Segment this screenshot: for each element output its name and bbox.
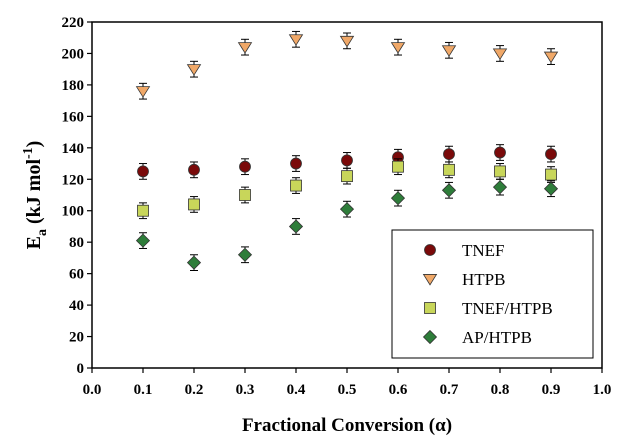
y-tick-label: 100 — [62, 204, 85, 220]
data-point — [492, 48, 508, 61]
y-tick-label: 120 — [62, 172, 85, 188]
y-tick-label: 60 — [69, 267, 84, 283]
x-tick-label: 1.0 — [593, 382, 612, 398]
y-tick-label: 220 — [62, 15, 85, 31]
series-htpb — [135, 30, 559, 100]
legend-marker — [422, 274, 438, 286]
y-axis-title-close: ) — [23, 141, 45, 148]
legend-entries: TNEF HTPB TNEF/HTPB AP/HTPB — [422, 241, 553, 347]
data-point — [392, 160, 404, 173]
data-point — [188, 198, 200, 211]
data-point — [237, 42, 253, 54]
y-tick-label: 80 — [69, 235, 84, 251]
y-tick-label: 20 — [69, 330, 84, 346]
legend: TNEF HTPB TNEF/HTPB AP/HTPB — [391, 229, 594, 359]
data-point — [237, 247, 253, 262]
x-tick-label: 0.6 — [389, 382, 408, 398]
x-tick-label: 0.9 — [542, 382, 561, 398]
legend-marker — [422, 329, 438, 345]
data-point — [543, 181, 559, 196]
y-axis-title: Ea (kJ mol-1) — [21, 141, 50, 250]
data-point — [341, 170, 353, 183]
legend-marker — [424, 302, 436, 314]
y-axis-title-sup: -1 — [21, 147, 36, 159]
data-point — [494, 165, 506, 178]
legend-label: HTPB — [462, 270, 505, 289]
y-tick-label: 200 — [62, 46, 85, 62]
data-point — [186, 255, 202, 270]
y-tick-label: 0 — [77, 361, 85, 377]
series-layer — [135, 30, 559, 271]
data-point — [545, 168, 557, 181]
y-tick-label: 140 — [62, 141, 85, 157]
x-tick-label: 0.0 — [83, 382, 102, 398]
y-axis-ticks: 0 20 40 60 80 100 120 140 160 180 200 220 — [62, 15, 92, 377]
y-tick-label: 40 — [69, 298, 84, 314]
legend-label: TNEF — [462, 241, 505, 260]
data-point — [443, 163, 455, 176]
legend-marker — [424, 244, 436, 256]
data-point — [288, 34, 304, 46]
x-axis-title: Fractional Conversion (α) — [242, 415, 452, 436]
data-point — [135, 86, 151, 98]
series-tnef-htpb — [137, 158, 557, 220]
data-point — [239, 160, 251, 173]
x-tick-label: 0.5 — [338, 382, 357, 398]
data-point — [290, 157, 302, 170]
x-tick-label: 0.8 — [491, 382, 510, 398]
data-point — [188, 163, 200, 176]
data-point — [341, 154, 353, 167]
legend-label: AP/HTPB — [462, 328, 532, 347]
data-point — [339, 202, 355, 217]
data-point — [543, 51, 559, 64]
data-point — [545, 148, 557, 161]
series-ap-htpb — [135, 178, 559, 271]
data-point — [441, 183, 457, 198]
data-point — [288, 219, 304, 234]
data-point — [137, 165, 149, 178]
data-point — [186, 64, 202, 76]
x-tick-label: 0.1 — [134, 382, 153, 398]
data-point — [339, 35, 355, 48]
data-point — [239, 189, 251, 201]
data-point — [290, 179, 302, 192]
x-tick-label: 0.2 — [185, 382, 204, 398]
x-tick-label: 0.7 — [440, 382, 459, 398]
y-axis-title-units: (kJ mol — [23, 159, 45, 229]
legend-label: TNEF/HTPB — [462, 299, 553, 318]
data-point — [135, 233, 151, 248]
x-axis-ticks: 0.0 0.1 0.2 0.3 0.4 0.5 0.6 0.7 0.8 0.9 1.0 — [83, 368, 612, 398]
data-point — [137, 204, 149, 217]
x-tick-label: 0.3 — [236, 382, 255, 398]
data-point — [492, 180, 508, 195]
data-point — [390, 42, 406, 54]
y-tick-label: 160 — [62, 109, 85, 125]
x-tick-label: 0.4 — [287, 382, 306, 398]
data-point — [390, 191, 406, 206]
data-point — [443, 148, 455, 161]
y-axis-title-main: E — [23, 236, 45, 249]
data-point — [494, 146, 506, 159]
data-point — [441, 45, 457, 57]
y-tick-label: 180 — [62, 78, 85, 94]
y-axis-title-sub: a — [35, 229, 50, 236]
